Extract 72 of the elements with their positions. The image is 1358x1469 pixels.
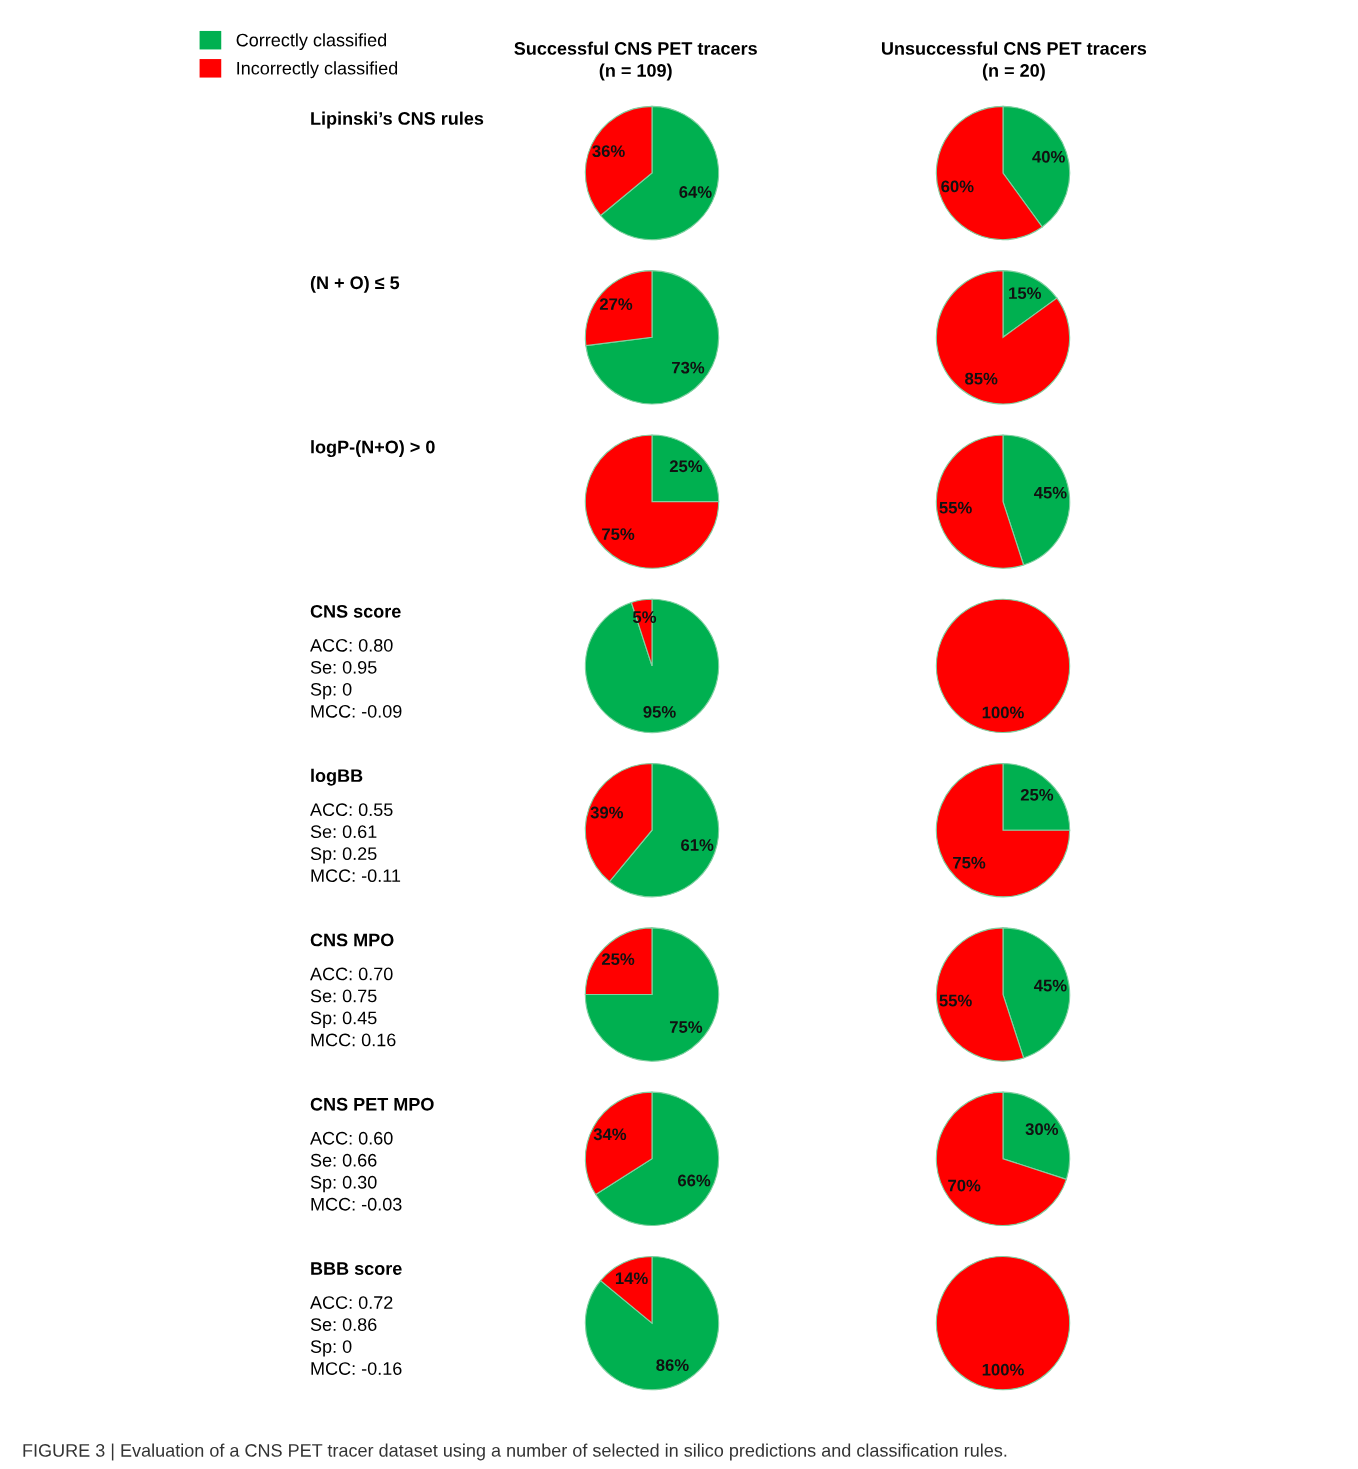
data-label: 55% — [939, 994, 972, 1007]
data-label: 25% — [669, 460, 703, 473]
text: CNS MPO — [310, 933, 394, 947]
data-label: 25% — [601, 953, 635, 966]
data-label: 75% — [953, 856, 986, 869]
text: MCC: 0.16 — [311, 1033, 396, 1047]
data-label: 15% — [1009, 287, 1042, 300]
pie-slice — [585, 270, 720, 405]
data-label: 95% — [643, 705, 676, 718]
text: MCC: -0.09 — [311, 704, 402, 718]
data-label: 40% — [1032, 150, 1065, 163]
text: MCC: -0.16 — [311, 1362, 402, 1375]
text: Sp: 0.25 — [310, 847, 377, 864]
data-label: 100% — [982, 706, 1024, 719]
text: CNS score — [310, 604, 401, 618]
chart-subtitle: (n = 20) — [982, 63, 1045, 81]
data-label: 75% — [669, 1021, 703, 1033]
data-label: 27% — [599, 298, 633, 310]
text: logP-(N+O) > 0 — [311, 440, 435, 458]
text: ACC: 0.55 — [310, 803, 393, 817]
chart-title: Unsuccessful CNS PET tracers — [881, 41, 1147, 55]
pie-slice — [935, 762, 1071, 898]
pie-slice — [584, 598, 720, 734]
text: Se: 0.61 — [310, 825, 377, 839]
data-label: 55% — [939, 501, 972, 514]
data-label: 100% — [982, 1363, 1024, 1376]
data-label: 45% — [1033, 486, 1067, 499]
pie-slice — [935, 1091, 1067, 1227]
text: (n = 109) — [599, 63, 672, 81]
data-label: 75% — [602, 528, 635, 541]
text: Se: 0.75 — [310, 989, 377, 1003]
legend-label: Correctly classified — [236, 33, 387, 51]
text: (N + O) ≤ 5 — [310, 275, 400, 293]
text: MCC: -0.11 — [311, 869, 401, 883]
data-label: 30% — [1025, 1123, 1059, 1136]
pie-slice — [584, 1255, 720, 1391]
text: Se: 0.95 — [310, 660, 377, 674]
text: logBB — [311, 768, 363, 786]
text: Successful CNS PET tracers — [514, 41, 757, 55]
legend-label: Incorrectly classified — [237, 61, 398, 79]
text: Sp: 0.30 — [310, 1175, 377, 1193]
pie-slice — [584, 434, 720, 569]
data-label: 45% — [1033, 979, 1067, 992]
data-label: 73% — [672, 361, 705, 374]
data-label: 36% — [592, 145, 625, 158]
data-label: 70% — [948, 1179, 981, 1192]
data-label: 34% — [593, 1128, 627, 1141]
data-label: 39% — [590, 806, 624, 819]
text: CNS PET MPO — [310, 1097, 434, 1111]
data-label: 60% — [941, 180, 974, 193]
text: ACC: 0.80 — [310, 638, 393, 652]
text: Se: 0.66 — [310, 1153, 377, 1167]
data-label: 66% — [677, 1174, 711, 1187]
text: Sp: 0.45 — [310, 1011, 377, 1028]
pie-slice — [935, 270, 1071, 405]
text: Se: 0.86 — [310, 1318, 377, 1331]
text: ACC: 0.72 — [310, 1296, 393, 1309]
data-label: 25% — [1020, 788, 1054, 801]
text: Sp: 0 — [310, 1340, 352, 1357]
text: MCC: -0.03 — [311, 1197, 402, 1211]
data-label: 85% — [965, 372, 998, 385]
text: Lipinski’s CNS rules — [311, 111, 484, 129]
text: ACC: 0.70 — [310, 967, 393, 981]
data-label: 61% — [681, 839, 714, 851]
data-label: 14% — [615, 1272, 648, 1285]
data-label: 86% — [656, 1359, 689, 1372]
pie-slice — [584, 927, 720, 1062]
text: Sp: 0 — [310, 682, 352, 700]
text: BBB score — [311, 1262, 402, 1275]
caption: FIGURE 3 | Evaluation of a CNS PET tracer dataset using a number of selected in silico predictions and classification rules. — [23, 1443, 1007, 1461]
data-label: 64% — [679, 186, 712, 198]
text: ACC: 0.60 — [310, 1131, 393, 1145]
